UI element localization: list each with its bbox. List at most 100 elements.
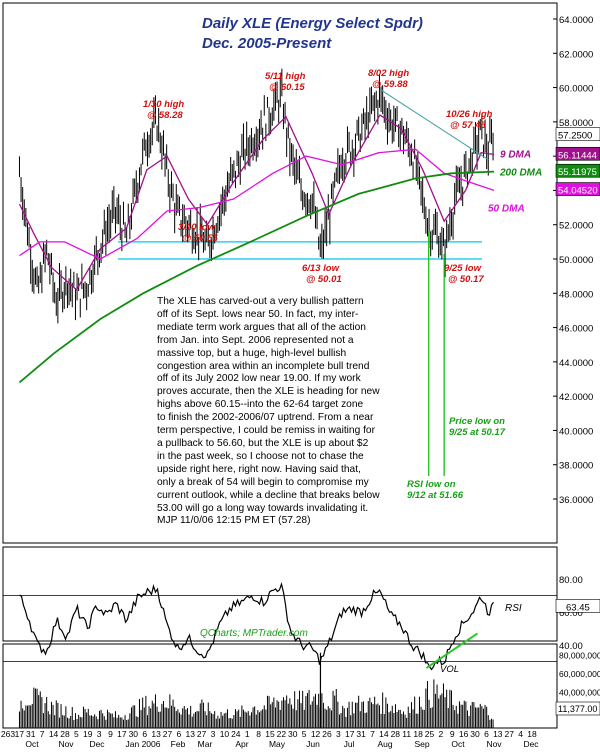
- moving-average-9-dma: [18, 114, 495, 291]
- x-day-tick-label: 16: [459, 729, 469, 739]
- x-day-tick-label: 3: [97, 729, 102, 739]
- annotation-label: 6/13 low: [302, 263, 340, 274]
- dma9-box-label: 56.11444: [558, 150, 597, 161]
- commentary-line: to finish the 2002-2006/07 uptrend. From…: [157, 412, 374, 424]
- x-day-tick-label: 18: [527, 729, 537, 739]
- x-day-tick-label: 22: [277, 729, 287, 739]
- annotation-sublabel: @ 59.88: [372, 79, 408, 90]
- price-tick-label: 44.0000: [559, 358, 593, 369]
- x-day-tick-label: 10: [220, 729, 230, 739]
- volume-layer: [18, 652, 494, 728]
- commentary-line: in the past week, so I choose not to cha…: [157, 450, 364, 462]
- dma200-box: [555, 163, 600, 178]
- x-day-tick-label: 19: [83, 729, 93, 739]
- annotation-label: 1/30 high: [143, 99, 184, 110]
- x-month-label: Jan 2006: [126, 739, 161, 749]
- x-month-label: Oct: [451, 739, 465, 749]
- x-day-tick-label: 9: [108, 729, 113, 739]
- label-layer: 9 DMA 200 DMA 50 DMA 1/30 high@ 58.28 5/11 h…: [143, 68, 542, 675]
- dma9-box: [555, 146, 600, 161]
- price-tick-label: 48.0000: [559, 289, 593, 300]
- commentary-line: only a break of 54 will begin to comprom…: [157, 476, 369, 488]
- x-day-tick-label: 5: [302, 729, 307, 739]
- price-tick-label: 42.0000: [559, 392, 593, 403]
- x-day-tick-label: 12: [311, 729, 321, 739]
- x-month-label: Nov: [58, 739, 74, 749]
- x-month-label: Dec: [523, 739, 539, 749]
- x-day-tick-label: 263: [1, 729, 15, 739]
- commentary-line: proves accurate, then the XLE is heading…: [157, 386, 380, 398]
- commentary-line: a pullback to 56.60, but the XLE is up a…: [157, 437, 369, 449]
- annotation-sublabel: 9/12 at 51.66: [407, 490, 464, 501]
- annotation-sublabel: @ 57.45: [450, 120, 486, 131]
- commentary-line: MJP 11/0/06 12:15 PM ET (57.28): [157, 515, 311, 527]
- x-day-tick-label: 27: [163, 729, 173, 739]
- x-day-tick-label: 28: [391, 729, 401, 739]
- dma50-box-label: 54.04520: [558, 186, 598, 197]
- annotation-sublabel: @ 60.15: [269, 82, 305, 93]
- x-month-label: Jun: [306, 739, 320, 749]
- commentary-line: off of its Sept. lows near 50. In fact, …: [157, 308, 359, 320]
- x-day-tick-label: 7: [40, 729, 45, 739]
- x-day-tick-label: 28: [60, 729, 70, 739]
- annotation-label: 5/11 high: [265, 71, 306, 82]
- x-day-tick-label: 25: [425, 729, 435, 739]
- rsi-label: RSI: [505, 603, 522, 614]
- x-day-tick-label: 17: [117, 729, 127, 739]
- rsi-last-label: 63.45: [566, 602, 590, 613]
- x-day-tick-label: 18: [413, 729, 423, 739]
- x-day-tick-label: 27: [504, 729, 514, 739]
- commentary-line: from Jan. into Sept. 2006 represented no…: [157, 334, 354, 346]
- x-month-label: Nov: [486, 739, 502, 749]
- last-price-box-label: 57.2500: [558, 131, 592, 142]
- commentary-line: mediate term work argues that all of the…: [157, 321, 366, 333]
- rsi-layer: [3, 581, 557, 671]
- x-month-label: Oct: [25, 739, 39, 749]
- price-tick-label: 64.0000: [559, 15, 593, 26]
- x-day-tick-label: 9: [450, 729, 455, 739]
- commentary-text: The XLE has carved-out a very bullish pa…: [157, 296, 405, 528]
- credit-label: QCharts; MPTrader.com: [200, 628, 308, 639]
- annotation-sublabel: @ 50.55: [182, 233, 218, 244]
- x-day-tick-label: 13: [186, 729, 196, 739]
- price-tick-label: 52.0000: [559, 221, 593, 232]
- x-day-tick-label: 24: [231, 729, 241, 739]
- commentary-line: term perspective, I could be remiss in w…: [157, 425, 375, 437]
- x-day-tick-label: 30: [288, 729, 298, 739]
- annotation-sublabel: 9/25 at 50.17: [449, 427, 506, 438]
- x-month-label: Aug: [377, 739, 392, 749]
- annotation-sublabel: @ 58.28: [147, 110, 183, 121]
- price-tick-label: 58.0000: [559, 118, 593, 129]
- x-day-tick-label: 13: [151, 729, 161, 739]
- rsi-tick-label: 60.00: [559, 608, 583, 619]
- commentary-line: current outlook, while a decline that br…: [157, 489, 380, 501]
- dma200-box-label: 55.11975: [558, 167, 597, 178]
- volume-tick-label: 80,000,000: [559, 651, 600, 661]
- price-layer: [18, 68, 495, 476]
- x-day-tick-label: 31: [26, 729, 36, 739]
- price-tick-label: 36.0000: [559, 495, 593, 506]
- price-tick-label: 40.0000: [559, 426, 593, 437]
- annotation-label: 10/26 high: [446, 109, 493, 120]
- annotation-label: RSI low on: [407, 479, 456, 490]
- volume-last-box: [555, 701, 600, 716]
- volume-tick-label: 60,000,000: [559, 669, 600, 679]
- annotation-label: Price low on: [449, 416, 505, 427]
- annotation-sublabel: @ 50.01: [306, 274, 342, 285]
- x-month-label: May: [269, 739, 286, 749]
- x-day-tick-label: 27: [197, 729, 207, 739]
- x-month-label: Sep: [414, 739, 429, 749]
- x-day-tick-label: 8: [256, 729, 261, 739]
- x-day-tick-label: 5: [74, 729, 79, 739]
- annotation-label: 3/10 low: [178, 222, 216, 233]
- x-day-tick-label: 17: [345, 729, 355, 739]
- dma-legend-label: 200 DMA: [499, 168, 542, 179]
- x-day-tick-label: 14: [379, 729, 389, 739]
- x-month-label: Apr: [235, 739, 248, 749]
- chart-subtitle: Dec. 2005-Present: [202, 35, 332, 52]
- rsi-line: [19, 581, 494, 671]
- x-month-label: Jul: [344, 739, 355, 749]
- x-day-tick-label: 6: [177, 729, 182, 739]
